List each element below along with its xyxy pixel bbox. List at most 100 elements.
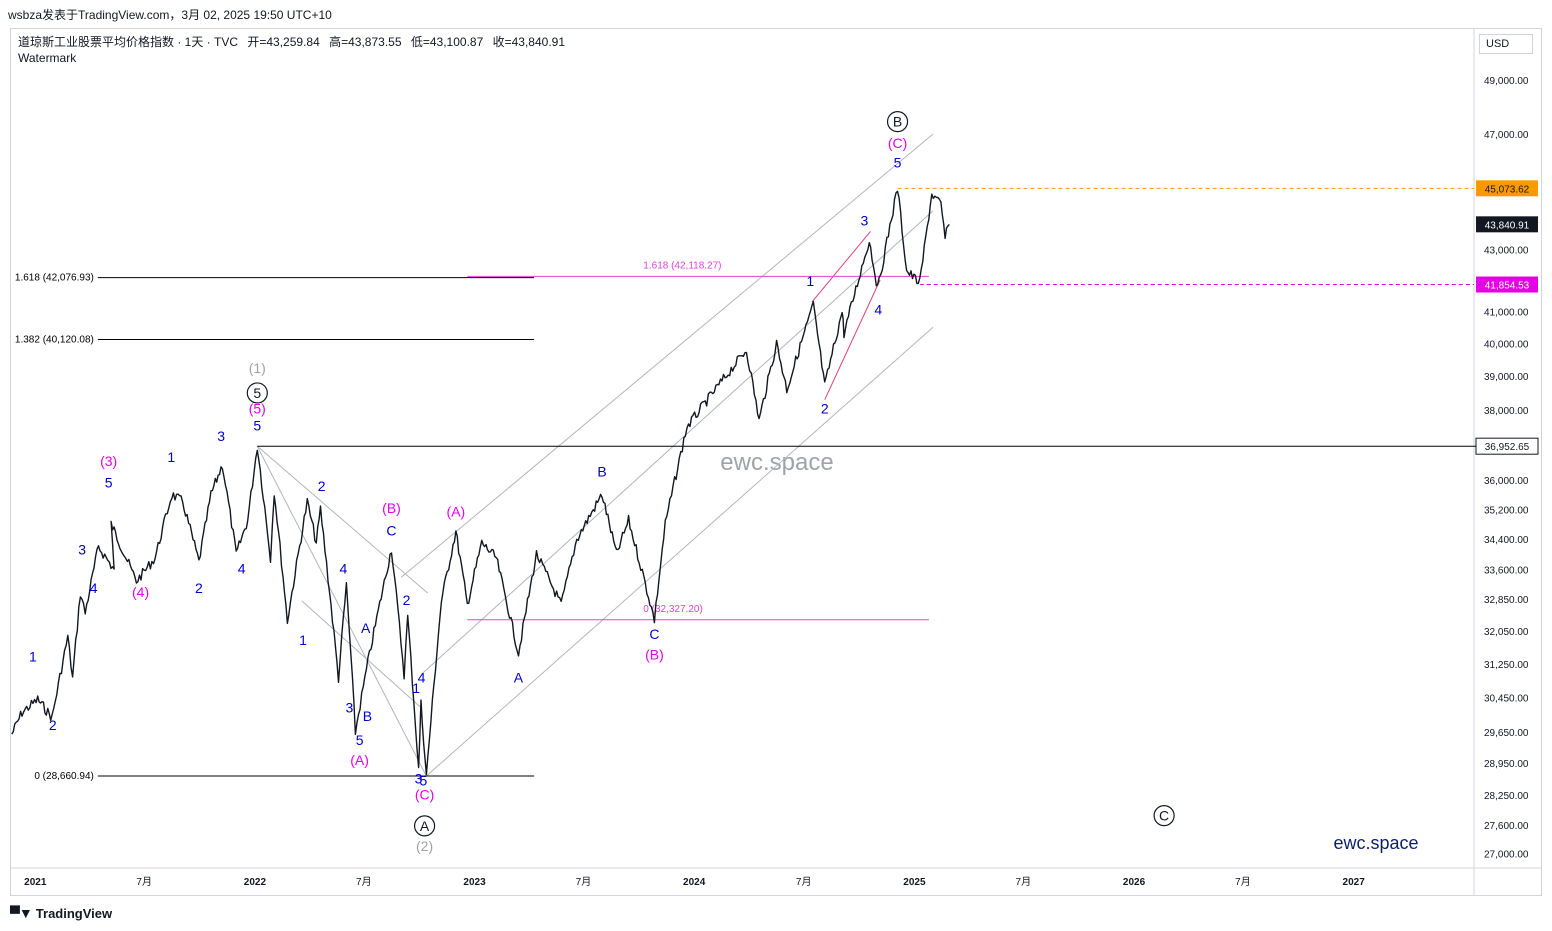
y-tick-label: 39,000.00 (1484, 372, 1529, 383)
price-series-line (11, 190, 950, 776)
wave-circle (1153, 804, 1175, 827)
x-tick-label: 2027 (1343, 877, 1366, 888)
x-tick-label: 7月 (136, 876, 152, 888)
fib-0-right-label: 0 (32,327.20) (643, 604, 703, 615)
wave-label: (4) (132, 584, 149, 600)
chart-legend: 道琼斯工业股票平均价格指数 · 1天 · TVC 开=43,259.84 高=4… (18, 34, 571, 66)
wave-circle-label: C (1159, 808, 1169, 824)
symbol-title[interactable]: 道琼斯工业股票平均价格指数 · 1天 · TVC (18, 35, 239, 49)
x-tick-label: 2021 (24, 877, 47, 888)
wave-label: C (649, 626, 659, 642)
price-tag-label: 36,952.65 (1485, 442, 1530, 453)
fib-0-left-label: 0 (28,660.94) (34, 771, 94, 782)
y-tick-label: 43,000.00 (1484, 245, 1529, 256)
fib-1618-right-label: 1.618 (42,118.27) (643, 260, 721, 271)
x-tick-label: 7月 (576, 876, 592, 888)
chart-frame (10, 28, 1542, 896)
x-tick-label: 7月 (1016, 876, 1032, 888)
wave-label: 2 (49, 717, 57, 733)
wave-label: 3 (861, 213, 869, 229)
x-tick-label: 2023 (463, 877, 486, 888)
wave-label: (2) (416, 838, 433, 854)
y-tick-label: 41,000.00 (1484, 307, 1529, 318)
wave-label: 2 (318, 478, 326, 494)
wave-label: 4 (418, 670, 426, 686)
ohlc-open: 开=43,259.84 (247, 35, 320, 49)
y-tick-label: 28,950.00 (1484, 759, 1529, 770)
wave-circle (413, 815, 436, 837)
x-tick-label: 2025 (903, 877, 926, 888)
ohlc-close: 收=43,840.91 (492, 35, 566, 49)
wave-label: 4 (90, 580, 98, 596)
price-tag-box (1475, 437, 1539, 455)
wave-label: 3 (78, 541, 86, 557)
y-tick-label: 27,000.00 (1484, 849, 1529, 860)
y-tick-label: 32,050.00 (1484, 627, 1529, 638)
price-tag-label: 45,073.62 (1485, 184, 1530, 195)
wave-label: B (363, 708, 372, 724)
wave-circle-label: B (893, 114, 902, 130)
wedge-line (811, 231, 871, 303)
y-tick-label: 33,600.00 (1484, 566, 1529, 577)
wave-label: (5) (249, 400, 266, 416)
x-tick-label: 7月 (356, 876, 372, 888)
tv-logo-icon: ▀▼ (10, 905, 33, 921)
corner-watermark: ewc.space (1333, 833, 1418, 853)
y-tick-label: 49,000.00 (1484, 76, 1529, 87)
wave-label: 3 (415, 770, 423, 786)
currency-selector[interactable]: USD (1479, 34, 1533, 54)
wave-label: 4 (339, 561, 347, 577)
y-tick-label: 28,250.00 (1484, 791, 1529, 802)
channel-line (256, 445, 428, 594)
y-tick-label: 32,850.00 (1484, 595, 1529, 606)
channel-line (400, 133, 934, 578)
wave-label: (B) (382, 500, 401, 516)
y-tick-label: 29,650.00 (1484, 728, 1529, 739)
x-tick-label: 2024 (683, 877, 706, 888)
brand-label: TradingView (35, 905, 113, 921)
channel-line (426, 326, 934, 777)
wave-label: (1) (249, 360, 266, 376)
price-tag-box (1476, 180, 1538, 197)
y-tick-label: 38,000.00 (1484, 406, 1529, 417)
center-watermark: ewc.space (720, 449, 833, 476)
channel-line (256, 446, 427, 777)
wave-label: A (361, 620, 371, 636)
wave-label: 3 (217, 428, 225, 444)
wave-label: A (514, 670, 524, 686)
fib-1618-left-label: 1.618 (42,076.93) (15, 273, 94, 284)
wave-label: 4 (238, 561, 246, 577)
wave-circle (246, 382, 268, 404)
wave-label: 1 (29, 649, 37, 665)
x-tick-label: 7月 (1235, 876, 1251, 888)
tradingview-brand[interactable]: ▀▼ TradingView (10, 905, 112, 921)
wave-label: 5 (253, 418, 261, 434)
wave-label: (B) (645, 647, 664, 663)
x-tick-label: 2026 (1123, 877, 1146, 888)
y-tick-label: 40,000.00 (1484, 339, 1529, 350)
y-tick-label: 27,600.00 (1484, 821, 1529, 832)
wave-label: 1 (412, 680, 420, 696)
wave-label: 4 (874, 301, 882, 317)
wave-label: (A) (350, 752, 369, 768)
y-tick-label: 31,250.00 (1484, 660, 1529, 671)
price-tag-label: 41,854.53 (1485, 281, 1530, 292)
price-tag-box (1476, 276, 1538, 293)
wave-label: (A) (447, 504, 466, 520)
wave-label: (C) (415, 786, 434, 802)
publish-info: wsbza发表于TradingView.com，3月 02, 2025 19:5… (8, 8, 332, 22)
price-tag-label: 43,840.91 (1485, 220, 1530, 231)
wave-label: 1 (167, 449, 175, 465)
wave-label: 5 (356, 732, 364, 748)
wave-label: 2 (403, 592, 411, 608)
price-tag-box (1476, 216, 1538, 233)
wave-label: 1 (299, 632, 307, 648)
wave-label: 5 (419, 773, 427, 789)
y-tick-label: 47,000.00 (1484, 130, 1529, 141)
fib-1382-left-label: 1.382 (40,120.08) (15, 334, 94, 345)
ohlc-low: 低=43,100.87 (410, 35, 484, 49)
wave-label: (C) (888, 135, 907, 151)
indicator-label[interactable]: Watermark (18, 51, 77, 65)
wave-label: (3) (100, 453, 117, 469)
